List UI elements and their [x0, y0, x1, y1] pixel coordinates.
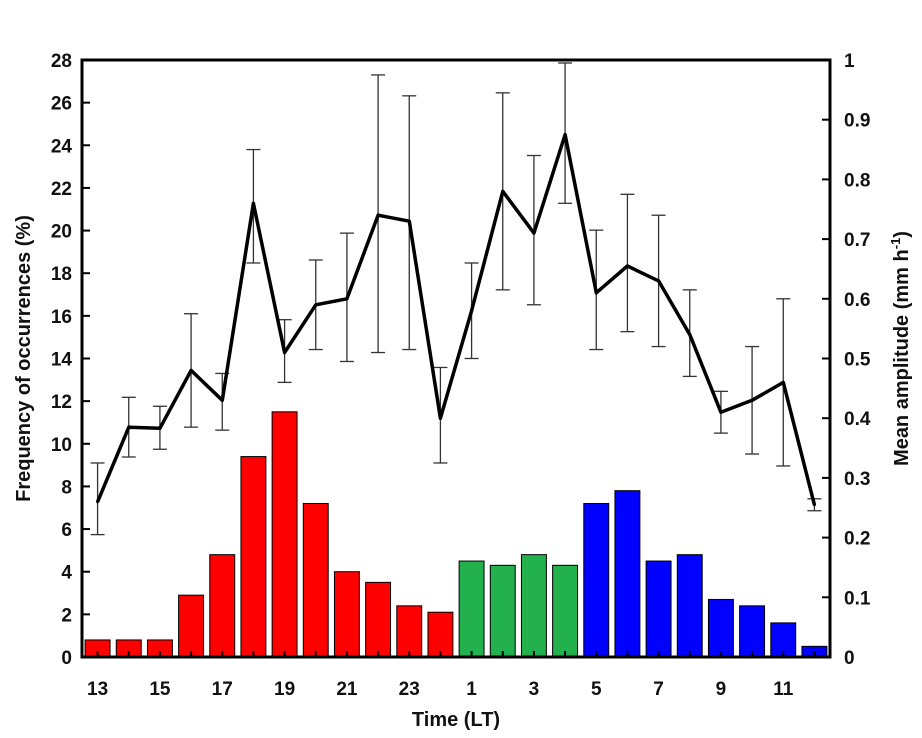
left-tick-label-6: 6 [61, 520, 72, 541]
bar-23 [396, 605, 423, 658]
left-tick-label-18: 18 [51, 264, 72, 285]
line-point-23 [407, 219, 411, 223]
left-tick-label-14: 14 [51, 350, 73, 371]
right-tick-label-0.8: 0.8 [844, 170, 870, 191]
bar-10 [739, 605, 766, 658]
right-tick-label-0.3: 0.3 [844, 469, 870, 490]
amplitude-line [95, 132, 817, 506]
line-point-17 [220, 398, 224, 402]
left-tick-label-22: 22 [51, 179, 72, 200]
right-axis-title: Mean amplitude (mm h-1) [888, 231, 913, 466]
line-point-22 [376, 213, 380, 217]
line-point-4 [563, 133, 567, 137]
right-tick-label-0.1: 0.1 [844, 588, 871, 609]
bar-17 [209, 554, 236, 658]
bar-1 [458, 560, 485, 658]
bar-20 [302, 502, 329, 658]
x-tick-label-5: 5 [591, 679, 602, 700]
left-axis-title: Frequency of occurrences (%) [13, 215, 35, 502]
line-point-5 [594, 291, 598, 295]
bar-9 [707, 598, 734, 658]
bar-16 [178, 594, 205, 658]
bar-5 [583, 502, 610, 658]
x-tick-label-7: 7 [653, 679, 664, 700]
x-axis-ticks: 13 15 17 19 21 23 1 3 5 7 9 11 [87, 651, 816, 700]
x-tick-label-17: 17 [212, 679, 233, 700]
bar-3 [520, 554, 547, 658]
right-tick-label-0.6: 0.6 [844, 290, 870, 311]
right-axis-title-main: Mean amplitude (mm h [891, 249, 913, 466]
right-tick-label-0.9: 0.9 [844, 111, 870, 132]
right-axis-ticks: 0 0.1 0.2 0.3 0.4 0.5 0.6 0.7 0.8 0.9 1 [822, 51, 871, 669]
line-point-9 [719, 410, 723, 414]
line-layer [95, 132, 817, 507]
right-tick-label-0.5: 0.5 [844, 350, 871, 371]
line-point-7 [657, 279, 661, 283]
bar-18 [240, 456, 267, 658]
right-tick-label-0: 0 [844, 648, 855, 669]
left-tick-label-28: 28 [51, 51, 72, 72]
error-bar-6 [620, 193, 635, 333]
left-tick-label-8: 8 [61, 477, 72, 498]
line-point-19 [283, 351, 287, 355]
line-point-12 [812, 503, 816, 507]
left-tick-label-20: 20 [51, 222, 72, 243]
line-point-10 [750, 398, 754, 402]
left-tick-label-24: 24 [51, 136, 73, 157]
right-tick-label-0.7: 0.7 [844, 230, 870, 251]
left-tick-label-10: 10 [51, 435, 72, 456]
left-tick-label-2: 2 [61, 605, 72, 626]
line-point-11 [781, 380, 785, 384]
line-point-14 [127, 425, 131, 429]
bar-4 [552, 564, 579, 658]
x-tick-label-13: 13 [87, 679, 108, 700]
bar-19 [271, 411, 298, 658]
x-tick-label-15: 15 [149, 679, 171, 700]
line-point-3 [532, 231, 536, 235]
right-tick-label-1: 1 [844, 51, 855, 72]
bar-7 [645, 560, 672, 658]
bar-6 [614, 490, 641, 658]
x-tick-label-19: 19 [274, 679, 295, 700]
line-point-2 [501, 189, 505, 193]
line-point-1 [470, 309, 474, 313]
left-tick-label-0: 0 [61, 648, 72, 669]
line-point-16 [189, 368, 193, 372]
x-tick-label-21: 21 [336, 679, 358, 700]
bar-8 [676, 554, 703, 658]
x-tick-label-3: 3 [529, 679, 540, 700]
line-point-21 [345, 297, 349, 301]
line-point-6 [625, 264, 629, 268]
bar-21 [333, 571, 360, 658]
right-axis-title-superscript: -1 [888, 238, 903, 250]
x-tick-label-11: 11 [773, 679, 794, 700]
x-tick-label-23: 23 [399, 679, 420, 700]
bar-24 [427, 611, 454, 658]
line-point-18 [251, 201, 255, 205]
x-axis-title: Time (LT) [412, 709, 500, 731]
error-bars-layer [90, 62, 822, 536]
left-tick-label-12: 12 [51, 392, 72, 413]
line-point-8 [688, 333, 692, 337]
x-tick-label-9: 9 [716, 679, 727, 700]
right-tick-label-0.4: 0.4 [844, 409, 871, 430]
x-tick-label-1: 1 [466, 679, 477, 700]
right-axis-title-close: ) [891, 231, 913, 238]
right-tick-label-0.2: 0.2 [844, 529, 870, 550]
left-tick-label-16: 16 [51, 307, 72, 328]
left-tick-label-4: 4 [61, 563, 72, 584]
line-point-13 [96, 500, 100, 504]
bar-2 [489, 564, 516, 658]
bars-layer [84, 411, 828, 658]
line-point-24 [438, 416, 442, 420]
bar-22 [365, 581, 392, 658]
line-point-20 [314, 303, 318, 307]
left-tick-label-26: 26 [51, 94, 72, 115]
line-point-15 [158, 426, 162, 430]
